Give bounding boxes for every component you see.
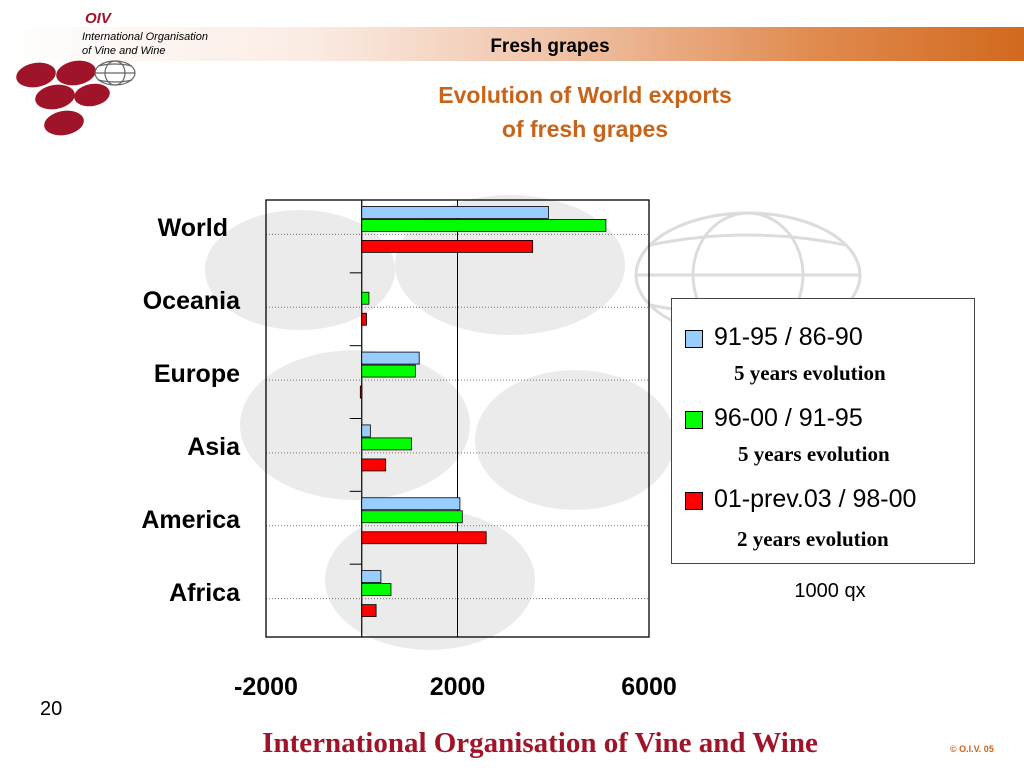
- plot-area-border: [265, 199, 650, 638]
- section-title: Fresh grapes: [490, 36, 610, 57]
- bar-asia-series-1: [361, 437, 412, 451]
- bar-europe-series-2: [359, 385, 363, 399]
- bar-europe-series-0: [361, 351, 420, 365]
- logo-wordmark: OIV: [85, 10, 111, 27]
- legend-label-96-00: 96-00 / 91-95: [714, 404, 863, 432]
- org-name-line1: International Organisation: [82, 31, 208, 43]
- org-name-line2: of Vine and Wine: [82, 45, 166, 57]
- bar-africa-series-0: [361, 570, 382, 583]
- bar-asia-series-2: [361, 458, 387, 472]
- unit-label: 1000 qx: [794, 580, 866, 602]
- copyright: © O.I.V. 05: [950, 744, 994, 754]
- x-tick-label-0: -2000: [234, 673, 298, 701]
- category-label-oceania: Oceania: [142, 287, 240, 316]
- category-label-america: America: [141, 505, 240, 534]
- category-label-europe: Europe: [153, 360, 240, 389]
- bar-africa-series-1: [361, 583, 392, 596]
- legend-sub-91-95: 5 years evolution: [734, 361, 886, 385]
- legend: 91-95 / 86-90 5 years evolution 96-00 / …: [671, 298, 975, 564]
- bar-america-series-1: [361, 510, 463, 524]
- oiv-logo: [16, 60, 136, 136]
- grid-layer: [265, 200, 650, 637]
- bar-america-series-2: [361, 531, 487, 545]
- bar-africa-series-2: [361, 604, 377, 617]
- legend-label-01-03: 01-prev.03 / 98-00: [714, 485, 917, 513]
- bar-europe-series-1: [361, 364, 416, 378]
- bar-world-series-2: [361, 240, 534, 253]
- header-bar: [0, 27, 1024, 61]
- x-tick-label-1: 2000: [429, 673, 486, 701]
- chart-title-line1: Evolution of World exports: [438, 82, 732, 108]
- grape-cluster-icon: [16, 60, 110, 136]
- legend-sub-96-00: 5 years evolution: [738, 442, 890, 466]
- page-number: 20: [40, 698, 63, 720]
- bar-oceania-series-1: [361, 291, 370, 305]
- bars-layer: [359, 206, 607, 617]
- bar-america-series-0: [361, 497, 461, 511]
- category-label-africa: Africa: [169, 578, 240, 607]
- bar-asia-series-0: [361, 424, 371, 438]
- legend-sub-01-03: 2 years evolution: [737, 527, 889, 551]
- chart-title-line2: of fresh grapes: [501, 116, 669, 142]
- legend-swatch-96-00: [685, 411, 703, 429]
- legend-label-91-95: 91-95 / 86-90: [714, 323, 863, 351]
- legend-swatch-91-95: [685, 330, 703, 348]
- footer-text: International Organisation of Vine and W…: [262, 727, 818, 759]
- category-label-world: World: [157, 214, 228, 243]
- legend-swatch-01-03: [685, 492, 703, 510]
- x-tick-label-2: 6000: [621, 673, 677, 701]
- globe-icon: [94, 60, 136, 86]
- bar-world-series-1: [361, 219, 607, 232]
- category-label-asia: Asia: [187, 432, 240, 461]
- bar-oceania-series-2: [361, 312, 367, 326]
- bar-world-series-0: [361, 206, 549, 219]
